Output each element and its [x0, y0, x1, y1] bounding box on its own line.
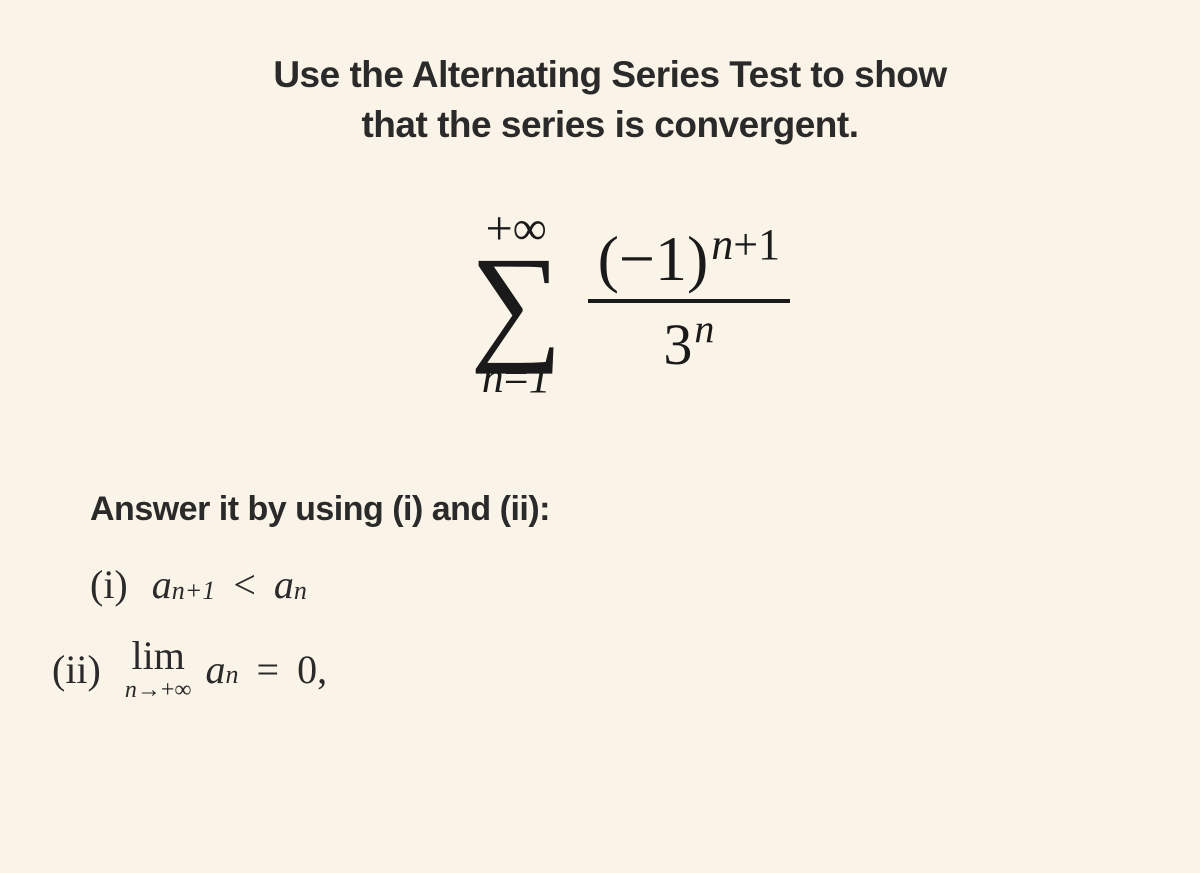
sum-lower-val: 1: [529, 353, 551, 402]
numerator-base: (−1): [598, 227, 709, 291]
lim-sub-var: n: [125, 677, 137, 703]
lim-text: lim: [132, 636, 185, 676]
title-line-2: that the series is convergent.: [361, 104, 858, 145]
cond-i-rhs-sub: n: [294, 576, 307, 606]
numerator-exponent: n+1: [711, 219, 780, 270]
cond-ii-val: 0: [297, 646, 317, 693]
denominator-base: 3: [663, 311, 692, 378]
title-line-1: Use the Alternating Series Test to show: [273, 54, 946, 95]
denominator-exponent: n: [694, 305, 714, 352]
answer-prompt: Answer it by using (i) and (ii):: [90, 490, 1110, 529]
condition-i-label: (i): [90, 561, 128, 608]
cond-ii-var: a: [206, 646, 226, 693]
cond-ii-eq: =: [257, 646, 280, 693]
sum-lower-var: n: [482, 353, 504, 402]
sum-lower-bound: n=1: [482, 356, 551, 400]
condition-ii: (ii) lim n→+∞ an = 0,: [52, 636, 1110, 702]
denominator: 3n: [663, 303, 714, 378]
condition-i: (i) an+1 < an: [90, 561, 1110, 608]
sigma-symbol: ∑: [470, 248, 563, 359]
cond-i-rhs-var: a: [274, 561, 294, 608]
fraction: (−1)n+1 3n: [588, 227, 791, 378]
condition-ii-label: (ii): [52, 646, 101, 693]
num-exp-const: 1: [758, 220, 780, 269]
lim-sub-target: +∞: [161, 677, 192, 703]
cond-ii-sub: n: [226, 660, 239, 690]
summation-symbol-block: +∞ ∑ n=1: [470, 205, 563, 401]
cond-i-op: <: [233, 561, 256, 608]
numerator: (−1)n+1: [588, 227, 791, 299]
num-exp-op: +: [733, 220, 758, 269]
cond-ii-trailing: ,: [317, 646, 327, 693]
sum-lower-eq: =: [504, 353, 529, 402]
limit-block: lim n→+∞: [125, 636, 192, 702]
cond-i-lhs-var: a: [152, 561, 172, 608]
cond-i-lhs-sub: n+1: [172, 576, 216, 606]
answer-section: Answer it by using (i) and (ii): (i) an+…: [90, 490, 1110, 702]
series-formula: +∞ ∑ n=1 (−1)n+1 3n: [150, 205, 1110, 401]
document-container: Use the Alternating Series Test to show …: [0, 0, 1200, 780]
problem-title: Use the Alternating Series Test to show …: [170, 50, 1050, 150]
num-exp-var: n: [711, 220, 733, 269]
lim-subscript: n→+∞: [125, 678, 192, 702]
lim-sub-arrow: →: [137, 677, 161, 703]
